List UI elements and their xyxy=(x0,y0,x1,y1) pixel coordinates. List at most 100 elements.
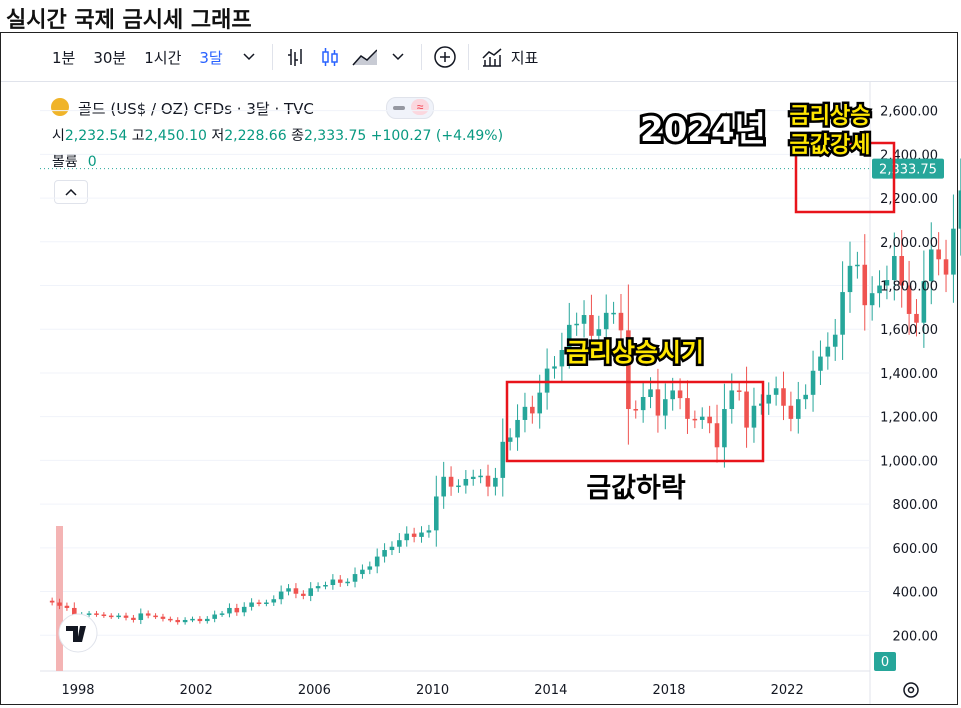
candle[interactable] xyxy=(286,584,291,596)
candle[interactable] xyxy=(168,616,173,623)
candle[interactable] xyxy=(456,479,461,493)
candle[interactable] xyxy=(906,260,912,335)
candle[interactable] xyxy=(507,428,513,451)
candle[interactable] xyxy=(234,603,240,616)
candle[interactable] xyxy=(707,405,712,434)
candle[interactable] xyxy=(825,332,831,370)
candle[interactable] xyxy=(928,222,934,305)
candle[interactable] xyxy=(714,404,720,463)
interval-1m-button[interactable]: 1분 xyxy=(52,48,76,67)
candle[interactable] xyxy=(404,526,410,547)
candle[interactable] xyxy=(116,613,121,619)
candle[interactable] xyxy=(699,407,705,429)
candle[interactable] xyxy=(330,574,336,590)
candle[interactable] xyxy=(293,583,299,599)
candle[interactable] xyxy=(434,475,439,547)
candle[interactable] xyxy=(153,613,158,619)
candle[interactable] xyxy=(589,294,594,354)
chevron-down-icon[interactable] xyxy=(385,44,411,70)
candle[interactable] xyxy=(633,400,639,419)
candle[interactable] xyxy=(175,617,181,625)
candle[interactable] xyxy=(766,382,772,415)
candle[interactable] xyxy=(315,582,321,592)
candle[interactable] xyxy=(736,381,742,401)
candle[interactable] xyxy=(182,617,188,625)
area-chart-icon[interactable] xyxy=(351,44,377,70)
interval-3month-button[interactable]: 3달 xyxy=(199,48,223,67)
candle[interactable] xyxy=(382,543,387,563)
candle[interactable] xyxy=(493,467,498,496)
candle[interactable] xyxy=(921,250,927,348)
candle[interactable] xyxy=(855,251,860,279)
chevron-down-icon[interactable] xyxy=(236,44,262,70)
candle[interactable] xyxy=(411,527,417,543)
candle[interactable] xyxy=(552,356,557,379)
candle[interactable] xyxy=(419,526,424,543)
candle[interactable] xyxy=(618,293,624,347)
candle[interactable] xyxy=(877,270,882,308)
candle[interactable] xyxy=(832,318,838,361)
candle[interactable] xyxy=(345,578,350,587)
candle[interactable] xyxy=(64,602,70,611)
candle[interactable] xyxy=(441,461,446,509)
candle[interactable] xyxy=(108,613,114,619)
candle[interactable] xyxy=(249,598,254,611)
candle[interactable] xyxy=(360,564,365,579)
candle[interactable] xyxy=(559,332,565,382)
candle[interactable] xyxy=(751,387,757,443)
candle[interactable] xyxy=(190,616,195,623)
candle[interactable] xyxy=(574,312,579,336)
candle[interactable] xyxy=(692,410,698,429)
candle[interactable] xyxy=(278,585,284,605)
candle[interactable] xyxy=(57,598,62,610)
candle[interactable] xyxy=(160,613,166,622)
collapse-legend-button[interactable] xyxy=(54,180,88,204)
interval-1h-button[interactable]: 1시간 xyxy=(144,48,182,67)
candle[interactable] xyxy=(308,582,313,602)
candle[interactable] xyxy=(670,377,675,411)
candle[interactable] xyxy=(500,418,506,497)
candle[interactable] xyxy=(626,284,631,445)
candle[interactable] xyxy=(803,384,808,410)
candle[interactable] xyxy=(899,230,904,308)
candle[interactable] xyxy=(470,469,476,486)
candle[interactable] xyxy=(847,241,853,313)
candle[interactable] xyxy=(256,599,262,607)
candle[interactable] xyxy=(943,239,949,293)
candle[interactable] xyxy=(271,595,277,606)
candle[interactable] xyxy=(611,301,616,324)
candlestick-icon[interactable] xyxy=(317,44,343,70)
candle[interactable] xyxy=(840,261,845,360)
candle[interactable] xyxy=(241,602,247,617)
candle[interactable] xyxy=(951,194,956,303)
candle[interactable] xyxy=(86,610,92,617)
candle[interactable] xyxy=(485,464,491,497)
bar-chart-type-icon[interactable] xyxy=(283,44,309,70)
candle[interactable] xyxy=(869,276,875,321)
candle[interactable] xyxy=(677,378,683,410)
settings-gear-icon[interactable] xyxy=(903,682,919,698)
interval-30m-button[interactable]: 30분 xyxy=(93,48,127,67)
candle[interactable] xyxy=(566,302,572,369)
candle[interactable] xyxy=(759,394,764,415)
candle[interactable] xyxy=(884,265,890,300)
candle[interactable] xyxy=(49,597,55,606)
candle[interactable] xyxy=(722,383,727,468)
candle[interactable] xyxy=(537,374,543,429)
candle[interactable] xyxy=(323,581,328,590)
candle[interactable] xyxy=(781,371,786,421)
candle[interactable] xyxy=(788,391,794,432)
candle[interactable] xyxy=(352,567,358,588)
candle[interactable] xyxy=(522,392,528,433)
market-status-pill[interactable]: ≈ xyxy=(386,97,434,119)
candle[interactable] xyxy=(795,381,801,434)
compare-plus-icon[interactable] xyxy=(432,44,458,70)
candle[interactable] xyxy=(463,470,469,494)
candle[interactable] xyxy=(227,603,232,618)
candle[interactable] xyxy=(744,366,749,448)
candle[interactable] xyxy=(655,368,661,433)
candle[interactable] xyxy=(374,548,380,574)
candle[interactable] xyxy=(264,599,269,607)
candle[interactable] xyxy=(212,610,217,623)
